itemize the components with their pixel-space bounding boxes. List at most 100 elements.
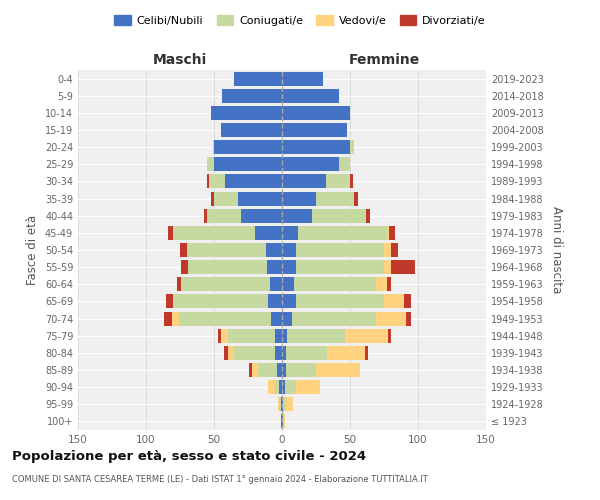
Bar	[275, 328, 282, 342]
Bar	[282, 226, 298, 240]
Bar	[241, 208, 282, 222]
Bar	[350, 140, 354, 154]
Bar	[282, 260, 296, 274]
Bar	[376, 312, 406, 326]
Bar	[391, 243, 398, 257]
Bar	[312, 208, 367, 222]
Bar	[224, 346, 227, 360]
Bar	[211, 192, 214, 205]
Bar	[282, 140, 350, 154]
Bar	[250, 363, 252, 377]
Bar	[275, 346, 282, 360]
Bar	[387, 278, 391, 291]
Bar	[281, 414, 282, 428]
Bar	[283, 414, 285, 428]
Text: Popolazione per età, sesso e stato civile - 2024: Popolazione per età, sesso e stato civil…	[12, 450, 366, 463]
Bar	[350, 174, 353, 188]
Bar	[286, 346, 327, 360]
Bar	[181, 278, 270, 291]
Bar	[227, 328, 275, 342]
Bar	[282, 208, 312, 222]
Bar	[294, 278, 376, 291]
Bar	[282, 192, 316, 205]
Bar	[282, 278, 294, 291]
Bar	[173, 294, 268, 308]
Bar	[282, 243, 296, 257]
Bar	[282, 414, 283, 428]
Y-axis label: Fasce di età: Fasce di età	[26, 215, 39, 285]
Bar	[339, 158, 350, 172]
Bar	[282, 88, 339, 102]
Bar	[282, 363, 286, 377]
Bar	[389, 226, 395, 240]
Bar	[282, 72, 323, 86]
Bar	[205, 208, 207, 222]
Bar	[296, 260, 384, 274]
Bar	[218, 328, 221, 342]
Bar	[298, 226, 387, 240]
Bar	[282, 123, 347, 137]
Bar	[281, 398, 282, 411]
Bar	[282, 328, 287, 342]
Bar	[187, 243, 266, 257]
Bar	[282, 380, 285, 394]
Bar	[384, 294, 404, 308]
Bar	[222, 88, 282, 102]
Bar	[188, 260, 267, 274]
Bar	[367, 208, 370, 222]
Bar	[282, 294, 296, 308]
Bar	[282, 346, 286, 360]
Bar	[277, 363, 282, 377]
Bar	[238, 192, 282, 205]
Bar	[221, 328, 227, 342]
Bar	[209, 174, 225, 188]
Text: Femmine: Femmine	[349, 52, 419, 66]
Bar	[166, 294, 173, 308]
Bar	[211, 106, 282, 120]
Bar	[268, 380, 275, 394]
Bar	[327, 346, 365, 360]
Bar	[212, 140, 214, 154]
Bar	[221, 123, 282, 137]
Bar	[207, 158, 214, 172]
Bar	[282, 174, 326, 188]
Bar	[214, 192, 238, 205]
Text: Maschi: Maschi	[153, 52, 207, 66]
Bar	[285, 380, 296, 394]
Bar	[365, 346, 368, 360]
Bar	[316, 192, 354, 205]
Bar	[376, 278, 387, 291]
Bar	[235, 346, 275, 360]
Bar	[173, 226, 255, 240]
Bar	[316, 363, 359, 377]
Bar	[279, 380, 282, 394]
Bar	[283, 398, 286, 411]
Bar	[354, 192, 358, 205]
Bar	[270, 278, 282, 291]
Bar	[282, 312, 292, 326]
Y-axis label: Anni di nascita: Anni di nascita	[550, 206, 563, 294]
Bar	[326, 174, 350, 188]
Bar	[286, 398, 293, 411]
Bar	[266, 243, 282, 257]
Bar	[404, 294, 411, 308]
Bar	[227, 346, 235, 360]
Bar	[278, 398, 279, 411]
Bar	[177, 278, 181, 291]
Bar	[181, 260, 188, 274]
Bar	[296, 243, 384, 257]
Bar	[286, 363, 316, 377]
Bar	[255, 226, 282, 240]
Bar	[271, 312, 282, 326]
Bar	[282, 106, 350, 120]
Bar	[384, 260, 391, 274]
Bar	[252, 363, 257, 377]
Bar	[207, 174, 209, 188]
Bar	[282, 158, 339, 172]
Bar	[296, 380, 320, 394]
Bar	[388, 328, 391, 342]
Bar	[344, 328, 388, 342]
Bar	[180, 243, 187, 257]
Bar	[267, 260, 282, 274]
Bar	[275, 380, 279, 394]
